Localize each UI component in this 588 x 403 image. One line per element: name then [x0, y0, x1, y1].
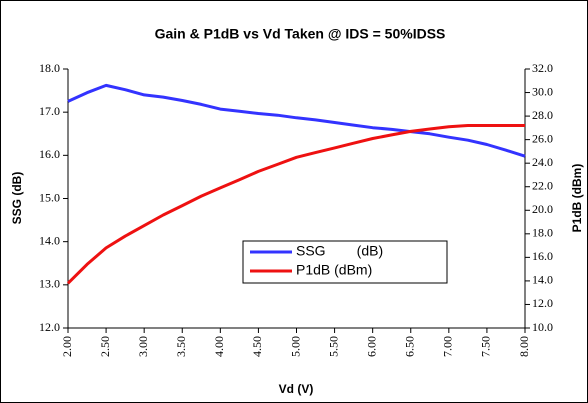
- x-tick-label: 8.00: [517, 336, 531, 357]
- x-tick-label: 6.50: [403, 336, 417, 357]
- y2-tick-label: 14.0: [532, 273, 553, 287]
- y-tick-label: 18.0: [39, 61, 60, 75]
- legend-box: [242, 240, 448, 284]
- y2-tick-label: 16.0: [532, 249, 553, 263]
- y-tick-label: 12.0: [39, 320, 60, 334]
- y2-axis-title: P1dB (dBm): [570, 164, 584, 233]
- y2-tick-label: 20.0: [532, 202, 553, 216]
- y-tick-label: 13.0: [39, 277, 60, 291]
- y2-tick-label: 30.0: [532, 84, 553, 98]
- x-tick-label: 4.00: [212, 336, 226, 357]
- y-tick-label: 16.0: [39, 147, 60, 161]
- legend-label: SSG (dB): [296, 243, 383, 259]
- x-axis-title: Vd (V): [279, 382, 314, 396]
- x-tick-label: 2.50: [98, 336, 112, 357]
- series-line: [66, 124, 525, 285]
- y2-tick-label: 28.0: [532, 108, 553, 122]
- y-tick-label: 14.0: [39, 233, 60, 247]
- x-tick-label: 5.50: [326, 336, 340, 357]
- x-tick-label: 3.00: [136, 336, 150, 357]
- chart-title: Gain & P1dB vs Vd Taken @ IDS = 50%IDSS: [155, 26, 446, 42]
- y2-tick-label: 32.0: [532, 61, 553, 75]
- y-tick-label: 15.0: [39, 190, 60, 204]
- x-tick-label: 2.00: [60, 336, 74, 357]
- y2-tick-label: 10.0: [532, 320, 553, 334]
- series-line: [67, 83, 526, 158]
- y-tick-label: 17.0: [39, 104, 60, 118]
- y2-tick-label: 22.0: [532, 178, 553, 192]
- x-tick-label: 5.00: [288, 336, 302, 357]
- y2-tick-label: 24.0: [532, 155, 553, 169]
- y2-tick-label: 26.0: [532, 131, 553, 145]
- legend-label: P1dB (dBm): [296, 262, 372, 278]
- y-axis-title: SSG (dB): [10, 172, 24, 225]
- x-tick-label: 4.50: [250, 336, 264, 357]
- y2-tick-label: 12.0: [532, 296, 553, 310]
- y2-tick-label: 18.0: [532, 226, 553, 240]
- x-tick-label: 3.50: [174, 336, 188, 357]
- x-tick-label: 7.50: [479, 336, 493, 357]
- x-tick-label: 7.00: [441, 336, 455, 357]
- x-tick-label: 6.00: [364, 336, 378, 357]
